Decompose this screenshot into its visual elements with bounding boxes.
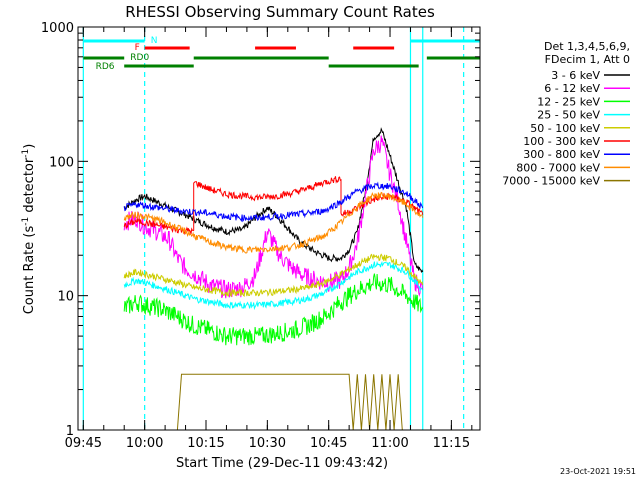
x-tick-label: 10:45 xyxy=(310,436,347,451)
x-tick-label: 11:00 xyxy=(371,436,408,451)
y-tick-label: 100 xyxy=(49,155,74,170)
flag-label-rd6: RD6 xyxy=(96,62,115,72)
legend-entry-label: 25 - 50 keV xyxy=(537,109,600,122)
series-line-5 xyxy=(123,253,424,298)
y-label-sup-1: -1 xyxy=(21,217,31,226)
chart-title: RHESSI Observing Summary Count Rates xyxy=(125,3,435,21)
legend-header-line: Det 1,3,4,5,6,9, xyxy=(544,40,630,53)
x-tick-label: 11:15 xyxy=(433,436,470,451)
flag-label-f: F xyxy=(135,43,140,53)
x-tick-label: 10:00 xyxy=(126,436,163,451)
x-axis-label: Start Time (29-Dec-11 09:43:42) xyxy=(176,456,388,471)
legend-header-line: FDecim 1, Att 0 xyxy=(545,53,630,66)
legend-entry-label: 300 - 800 keV xyxy=(523,148,600,161)
series-line-2 xyxy=(123,135,424,299)
series-line-9 xyxy=(176,373,403,431)
axes: 1 10 100 1000 09:45 10:00 10:15 10:30 10:45 11:00… xyxy=(41,21,480,451)
legend-entry-label: 7000 - 15000 keV xyxy=(502,175,600,188)
legend-entry-label: 6 - 12 keV xyxy=(544,82,600,95)
flag-label-n: N xyxy=(151,36,158,46)
legend-entry-label: 50 - 100 keV xyxy=(530,122,600,135)
x-tick-label: 09:45 xyxy=(65,436,102,451)
footer-timestamp: 23-Oct-2021 19:51 xyxy=(560,467,636,476)
x-tick-label: 10:30 xyxy=(249,436,286,451)
y-tick-label: 10 xyxy=(57,290,74,305)
y-label-sup-2: -1 xyxy=(21,149,31,158)
flag-label-rd0: RD0 xyxy=(130,53,149,63)
series-line-4 xyxy=(123,260,424,311)
plot-frame xyxy=(77,26,481,431)
y-label-part-1: Count Rate (s xyxy=(22,226,37,315)
legend-entry-label: 3 - 6 keV xyxy=(551,69,600,82)
x-tick-label: 10:15 xyxy=(187,436,224,451)
series-line-7 xyxy=(123,181,424,223)
legend-entry-label: 100 - 300 keV xyxy=(523,135,600,148)
legend: Det 1,3,4,5,6,9,FDecim 1, Att 0 3 - 6 keV… xyxy=(502,40,630,188)
y-label-part-3: ) xyxy=(22,144,37,149)
legend-entry-label: 12 - 25 keV xyxy=(537,95,600,108)
series-line-3 xyxy=(123,273,424,346)
y-axis-label: Count Rate (s-1 detector-1) xyxy=(21,144,37,315)
y-label-part-2: detector xyxy=(22,157,37,217)
y-tick-label: 1 xyxy=(66,424,74,439)
legend-entry-label: 800 - 7000 keV xyxy=(516,161,600,174)
y-tick-label: 1000 xyxy=(41,21,74,36)
series-line-8 xyxy=(123,191,424,254)
